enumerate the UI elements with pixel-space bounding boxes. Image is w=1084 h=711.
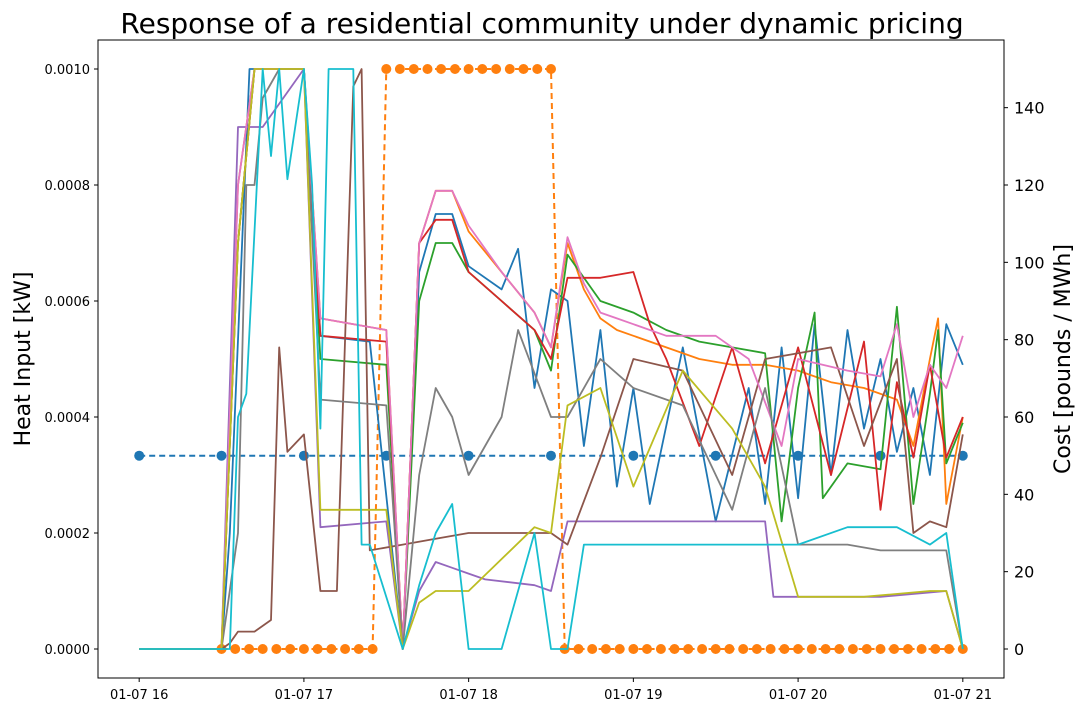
price-point (861, 644, 872, 654)
y-right-tick-label: 40 (1014, 485, 1034, 504)
y-axis-label-right: Cost [pounds / MWh] (1051, 244, 1076, 474)
price-point (806, 644, 817, 654)
price-point (518, 64, 529, 74)
price-point (408, 64, 419, 74)
heat-series-line-4 (139, 68, 964, 650)
price-series-layer (134, 64, 968, 654)
price-point (244, 644, 255, 654)
price-point (257, 644, 268, 654)
price-point (724, 644, 735, 654)
y-right-tick-label: 60 (1014, 408, 1034, 427)
price-point (491, 64, 502, 74)
price-point (546, 450, 556, 461)
price-point (697, 644, 708, 654)
price-point (573, 644, 584, 654)
price-point (463, 64, 474, 74)
price-point (710, 644, 721, 654)
price-point (353, 644, 364, 654)
price-point (628, 450, 639, 461)
price-point (394, 64, 405, 74)
x-tick-label: 01-07 21 (934, 688, 992, 703)
price-point (312, 644, 323, 654)
price-point (779, 644, 790, 654)
y-right-tick-label: 120 (1014, 176, 1045, 195)
price-point (793, 644, 804, 654)
chart-title: Response of a residential community unde… (120, 7, 963, 40)
price-point (669, 644, 680, 654)
price-point (847, 644, 858, 654)
y-tick-label: 0.0004 (45, 411, 91, 426)
heat-series-line-6 (139, 68, 964, 650)
heat-series-line-2 (139, 68, 964, 650)
price-point (381, 64, 392, 74)
x-tick-label: 01-07 18 (439, 688, 497, 703)
x-tick-label: 01-07 19 (604, 688, 662, 703)
price-point (655, 644, 666, 654)
x-tick-label: 01-07 17 (275, 688, 333, 703)
price-point (930, 644, 941, 654)
price-point (600, 644, 611, 654)
price-point (889, 644, 900, 654)
plot-frame (97, 39, 1005, 679)
heat-series-layer (139, 68, 964, 650)
y-right-tick-label: 100 (1014, 253, 1045, 272)
price-point (683, 644, 694, 654)
price-point (326, 644, 337, 654)
y-axis-right: 0 20 40 60 80 100 120 140 (1004, 99, 1045, 659)
y-axis-label-left: Heat Input [kW] (11, 272, 36, 447)
price-point (504, 64, 515, 74)
price-point (751, 644, 762, 654)
price-point (422, 64, 433, 74)
y-right-tick-label: 20 (1014, 563, 1034, 582)
y-axis-left: 0.0000 0.0002 0.0004 0.0006 0.0008 0.0010 (45, 63, 98, 658)
price-point (436, 64, 447, 74)
price-point (298, 644, 309, 654)
heat-series-line-3 (139, 68, 964, 650)
x-axis: 01-07 16 01-07 17 01-07 18 01-07 19 01-07 20… (110, 678, 992, 703)
price-point (546, 64, 556, 74)
price-point (587, 644, 598, 654)
price-point (477, 64, 488, 74)
price-point (628, 644, 639, 654)
price-point (875, 450, 886, 461)
heat-series-line-9 (139, 68, 964, 650)
price-point (285, 644, 296, 654)
price-point (367, 644, 378, 654)
y-tick-label: 0.0000 (45, 643, 91, 658)
y-right-tick-label: 0 (1014, 640, 1024, 659)
x-tick-label: 01-07 20 (769, 688, 827, 703)
price-point (340, 644, 351, 654)
heat-series-line-5 (139, 68, 964, 650)
price-point (765, 644, 776, 654)
y-right-tick-label: 140 (1014, 99, 1045, 118)
y-right-tick-label: 80 (1014, 331, 1034, 350)
price-point (875, 644, 886, 654)
price-point (614, 644, 625, 654)
y-tick-label: 0.0010 (45, 63, 91, 78)
price-point (710, 450, 721, 461)
price-point (903, 644, 913, 654)
price-point (450, 64, 460, 74)
price-point (944, 644, 955, 654)
price-point (532, 64, 543, 74)
price-point (134, 450, 145, 461)
price-point (738, 644, 749, 654)
y-tick-label: 0.0008 (45, 179, 91, 194)
price-point (230, 644, 241, 654)
y-tick-label: 0.0006 (45, 295, 91, 310)
price-point (271, 644, 282, 654)
y-tick-label: 0.0002 (45, 527, 91, 542)
price-point (820, 644, 831, 654)
price-point (642, 644, 652, 654)
price-point (793, 450, 804, 461)
x-tick-label: 01-07 16 (110, 688, 168, 703)
price-point (463, 450, 474, 461)
price-point (216, 450, 227, 461)
price-point (834, 644, 845, 654)
price-point (916, 644, 927, 654)
